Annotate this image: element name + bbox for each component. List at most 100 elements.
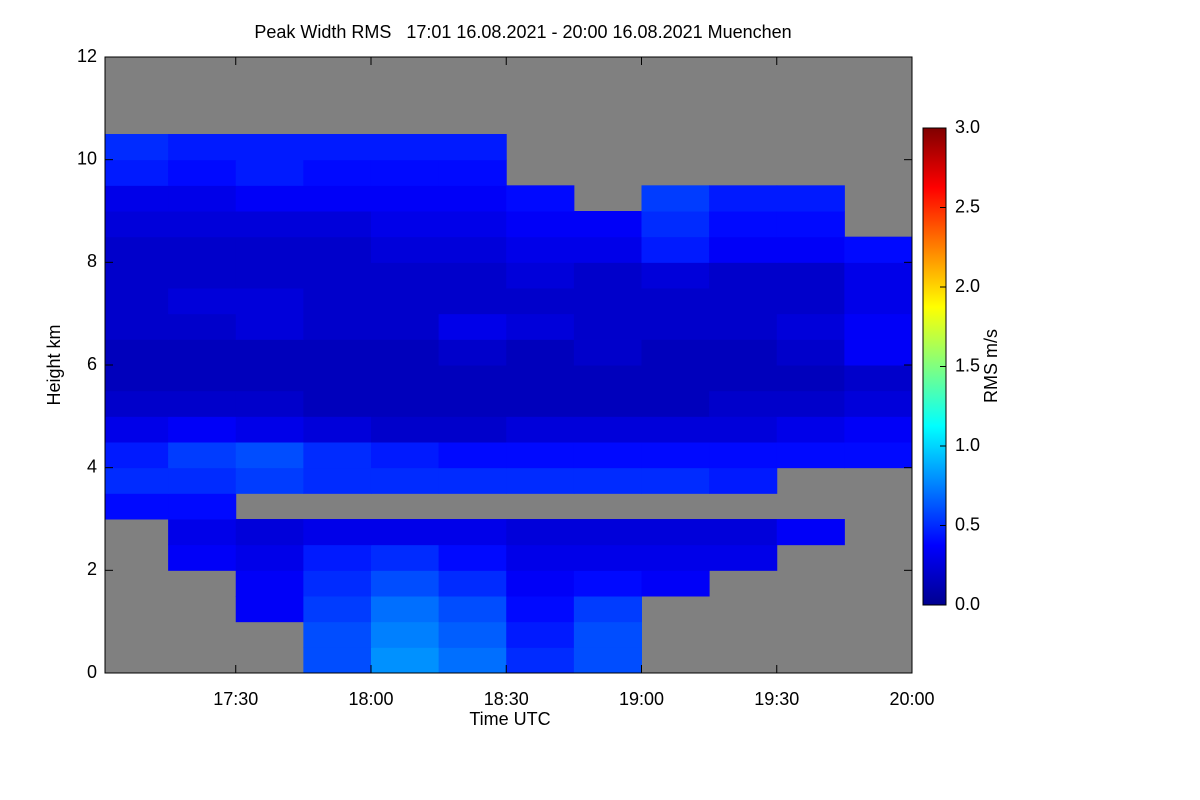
heat-cell (641, 519, 710, 546)
heat-cell (506, 416, 575, 443)
heat-cell (641, 365, 710, 392)
heat-cell (303, 236, 372, 263)
heat-cell (438, 416, 507, 443)
heat-cell (573, 647, 642, 673)
heat-cell (438, 647, 507, 673)
heat-cell (303, 365, 372, 392)
heat-cell (370, 416, 440, 443)
heat-cell (235, 339, 304, 366)
heat-cell (168, 288, 237, 315)
heat-cell (506, 288, 575, 315)
heat-cell (303, 339, 372, 366)
heat-cell (168, 544, 237, 571)
colorbar-tick-label: 2.0 (955, 276, 980, 296)
heat-cell (506, 570, 575, 597)
heat-cell (370, 262, 440, 289)
x-tick-label: 19:30 (754, 689, 799, 709)
heat-cell (573, 621, 642, 648)
heat-cell (303, 647, 372, 673)
heat-cell (709, 262, 778, 289)
heat-cell (438, 236, 507, 263)
heat-cell (105, 493, 169, 520)
heat-cell (844, 288, 912, 315)
heat-cell (776, 442, 845, 469)
heat-cell (105, 313, 169, 340)
heat-cell (641, 313, 710, 340)
heat-cell (370, 519, 440, 546)
heat-cell (105, 262, 169, 289)
x-tick-label: 19:00 (619, 689, 664, 709)
heat-cell (641, 236, 710, 263)
heat-cell (168, 313, 237, 340)
heat-cell (168, 493, 237, 520)
heat-cell (709, 365, 778, 392)
heat-cell (573, 570, 642, 597)
heat-cell (438, 390, 507, 417)
heat-cell (709, 544, 778, 571)
heat-cell (573, 313, 642, 340)
heat-cell (573, 519, 642, 546)
y-axis-label: Height km (44, 324, 64, 405)
heat-cell (105, 288, 169, 315)
heat-cell (370, 365, 440, 392)
heat-cell (641, 570, 710, 597)
heat-cell (709, 339, 778, 366)
heat-cell (438, 467, 507, 494)
heat-cell (438, 262, 507, 289)
heat-cell (844, 416, 912, 443)
y-tick-label: 8 (87, 251, 97, 271)
heat-cell (168, 390, 237, 417)
heat-cell (709, 467, 778, 494)
heat-cell (709, 390, 778, 417)
heat-cell (235, 570, 304, 597)
y-tick-label: 6 (87, 354, 97, 374)
heat-cell (235, 365, 304, 392)
heat-cell (573, 339, 642, 366)
heat-cell (105, 159, 169, 186)
heat-cell (370, 159, 440, 186)
heat-cell (168, 236, 237, 263)
heat-cell (303, 621, 372, 648)
chart-title: Peak Width RMS 17:01 16.08.2021 - 20:00 … (254, 22, 791, 42)
heat-cell (438, 621, 507, 648)
heat-cell (573, 442, 642, 469)
heat-cell (641, 544, 710, 571)
heat-cell (168, 134, 237, 161)
heat-cell (235, 313, 304, 340)
x-axis-label: Time UTC (469, 709, 550, 729)
heat-cell (303, 596, 372, 623)
heat-cell (370, 467, 440, 494)
heat-cell (641, 262, 710, 289)
heat-cell (438, 211, 507, 238)
heat-cell (844, 339, 912, 366)
heat-cell (506, 390, 575, 417)
heat-cell (506, 621, 575, 648)
heat-cell (235, 544, 304, 571)
heat-cell (370, 544, 440, 571)
heat-cell (641, 467, 710, 494)
heat-cell (168, 467, 237, 494)
heat-cell (573, 596, 642, 623)
heat-cell (235, 596, 304, 623)
colorbar-label: RMS m/s (981, 329, 1001, 403)
heat-cell (105, 442, 169, 469)
heat-cell (844, 365, 912, 392)
heat-cell (506, 596, 575, 623)
heat-cell (438, 159, 507, 186)
heat-cell (438, 288, 507, 315)
heat-cell (506, 185, 575, 212)
heat-cell (235, 185, 304, 212)
heat-cell (168, 416, 237, 443)
heat-cell (709, 313, 778, 340)
heat-cell (168, 365, 237, 392)
heat-cell (573, 390, 642, 417)
heat-cell (641, 339, 710, 366)
heat-cell (573, 288, 642, 315)
heat-cell (303, 185, 372, 212)
x-tick-label: 18:00 (348, 689, 393, 709)
heat-cell (844, 313, 912, 340)
colorbar-tick-label: 0.5 (955, 514, 980, 534)
heat-cell (303, 159, 372, 186)
heat-cell (709, 416, 778, 443)
plot-area (105, 57, 912, 673)
